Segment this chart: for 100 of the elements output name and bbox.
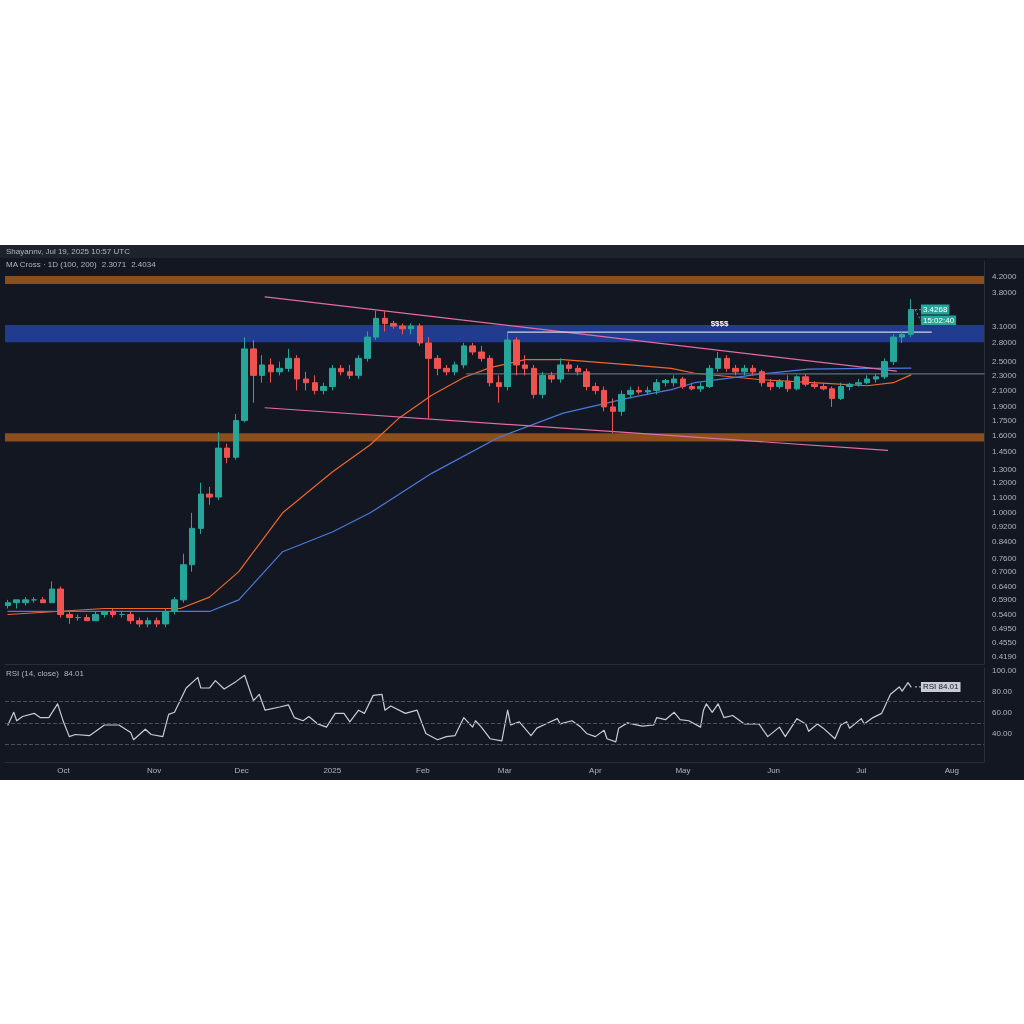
x-tick-label: Jun xyxy=(767,765,781,775)
annotation: 2.4034 xyxy=(131,260,156,269)
candlestick xyxy=(864,374,870,385)
series-label: $$$$ xyxy=(710,318,729,328)
y-tick-label: 2.1000 xyxy=(992,385,1018,395)
candlestick xyxy=(689,382,695,391)
candlestick xyxy=(40,596,46,604)
candlestick xyxy=(873,373,879,384)
y-tick-label: 1.2000 xyxy=(992,478,1018,488)
y-tick-label: 60.00 xyxy=(992,707,1013,717)
candlestick xyxy=(618,389,625,417)
candlestick xyxy=(171,596,178,615)
candlestick xyxy=(233,413,239,461)
candlestick xyxy=(846,382,853,391)
candlestick xyxy=(259,354,265,384)
candlestick xyxy=(706,364,713,389)
candlestick xyxy=(92,610,99,622)
chart-title: RSI (14, close) xyxy=(6,669,59,678)
y-tick-label: 0.7000 xyxy=(992,567,1018,577)
candlestick xyxy=(820,382,827,391)
candlestick xyxy=(601,386,607,412)
candlestick xyxy=(154,617,160,628)
y-tick-label: 1.4500 xyxy=(992,447,1018,456)
candlestick xyxy=(583,367,590,391)
candlestick xyxy=(399,322,406,335)
y-tick-label: 4.2000 xyxy=(992,271,1018,281)
candlestick xyxy=(285,348,292,373)
candlestick xyxy=(57,585,64,619)
candlestick xyxy=(268,357,274,384)
candlestick xyxy=(136,617,143,628)
y-tick-label: 40.00 xyxy=(992,728,1013,738)
candlestick xyxy=(241,336,248,423)
candlestick xyxy=(13,599,20,609)
annotation: 3.4268 xyxy=(922,305,948,315)
x-tick-label: Dec xyxy=(234,765,249,775)
candlestick xyxy=(276,361,283,376)
y-tick-label: 100.00 xyxy=(992,665,1018,675)
candlestick xyxy=(767,378,774,391)
candlestick xyxy=(364,331,371,363)
candlestick xyxy=(312,374,318,395)
candlestick xyxy=(452,361,458,376)
candlestick xyxy=(539,371,546,399)
candlestick xyxy=(645,386,651,395)
y-tick-label: 1.1000 xyxy=(992,492,1018,502)
candlestick xyxy=(557,357,564,384)
y-tick-label: 2.5000 xyxy=(992,357,1018,367)
annotation: 84.01 xyxy=(63,669,84,678)
y-tick-label: 0.7600 xyxy=(992,553,1018,563)
candlestick xyxy=(496,374,502,404)
candlestick xyxy=(829,386,835,408)
candlestick xyxy=(5,599,11,609)
y-tick-label: 1.7500 xyxy=(992,415,1018,425)
y-tick-label: 0.9200 xyxy=(992,522,1018,532)
candlestick xyxy=(49,580,55,604)
candlestick xyxy=(469,342,476,356)
y-tick-label: 1.0000 xyxy=(992,508,1018,518)
candlestick xyxy=(355,354,362,380)
candlestick xyxy=(697,382,704,393)
candlestick xyxy=(504,332,511,391)
y-tick-label: 0.5400 xyxy=(992,609,1018,619)
x-tick-label: May xyxy=(675,765,691,775)
y-tick-label: 80.00 xyxy=(992,686,1013,696)
candlestick xyxy=(513,336,520,376)
x-tick-label: Jul xyxy=(856,765,867,775)
candlestick xyxy=(294,354,300,391)
annotation: RSI 84.01 xyxy=(922,682,960,692)
candlestick xyxy=(715,351,721,373)
x-tick-label: 2025 xyxy=(323,765,342,775)
candlestick xyxy=(610,397,616,434)
y-tick-label: 0.6400 xyxy=(992,581,1018,591)
candlestick xyxy=(215,431,222,501)
candlestick xyxy=(224,443,230,464)
candlestick xyxy=(627,386,634,399)
candlestick xyxy=(329,364,336,391)
candlestick xyxy=(250,339,257,404)
candlestick xyxy=(671,374,677,387)
candlestick xyxy=(785,374,791,393)
candlestick xyxy=(662,378,669,387)
candlestick xyxy=(776,378,783,390)
candlestick xyxy=(881,357,888,380)
candlestick xyxy=(732,364,739,376)
x-tick-label: Mar xyxy=(497,765,512,775)
candlestick xyxy=(522,354,528,376)
chart-title: Shayannv, Jul 19, 2025 10:57 UTC xyxy=(6,247,130,256)
candlestick xyxy=(899,331,905,344)
y-tick-label: 1.3000 xyxy=(992,465,1018,475)
candlestick xyxy=(198,482,204,535)
candlestick xyxy=(794,374,800,391)
y-tick-label: 3.1000 xyxy=(992,321,1018,331)
candlestick xyxy=(425,336,432,420)
candlestick xyxy=(417,322,423,347)
candlestick xyxy=(811,380,818,390)
y-tick-label: 1.6000 xyxy=(992,430,1018,440)
candlestick xyxy=(802,373,809,387)
candlestick xyxy=(101,610,108,619)
candlestick xyxy=(320,382,327,395)
candlestick xyxy=(110,607,116,619)
candlestick xyxy=(531,364,537,399)
candlestick xyxy=(145,617,151,628)
candlestick xyxy=(855,378,862,387)
